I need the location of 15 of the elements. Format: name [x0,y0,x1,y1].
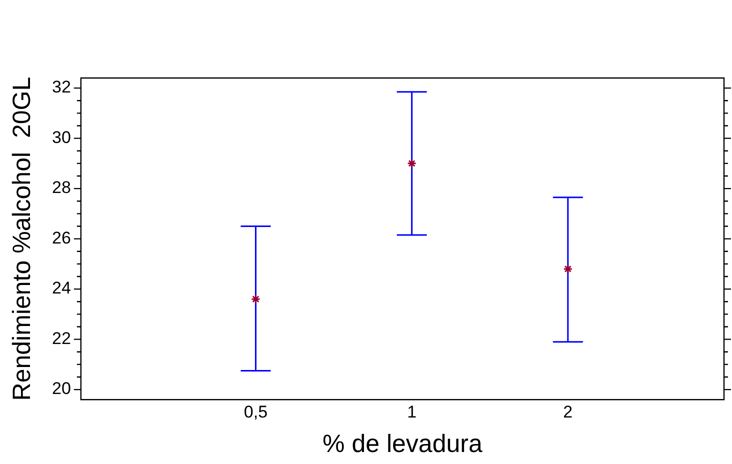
y-tick-label: 24 [52,278,71,298]
y-tick-label: 28 [52,178,71,198]
point [563,264,573,274]
y-tick-label: 22 [52,328,71,348]
x-tick-label: 1 [407,402,417,422]
y-tick-label: 26 [52,228,71,248]
x-tick-label: 0,5 [244,402,268,422]
y-tick-label: 32 [52,78,71,97]
x-axis-title: % de levadura [322,430,482,458]
y-tick-label: 20 [52,379,71,398]
y-tick-label: 30 [52,128,71,147]
point [407,158,417,168]
point [250,294,260,304]
y-axis-title: Rendimiento %alcohol 20GL [8,76,36,401]
x-tick-label: 2 [563,402,573,422]
